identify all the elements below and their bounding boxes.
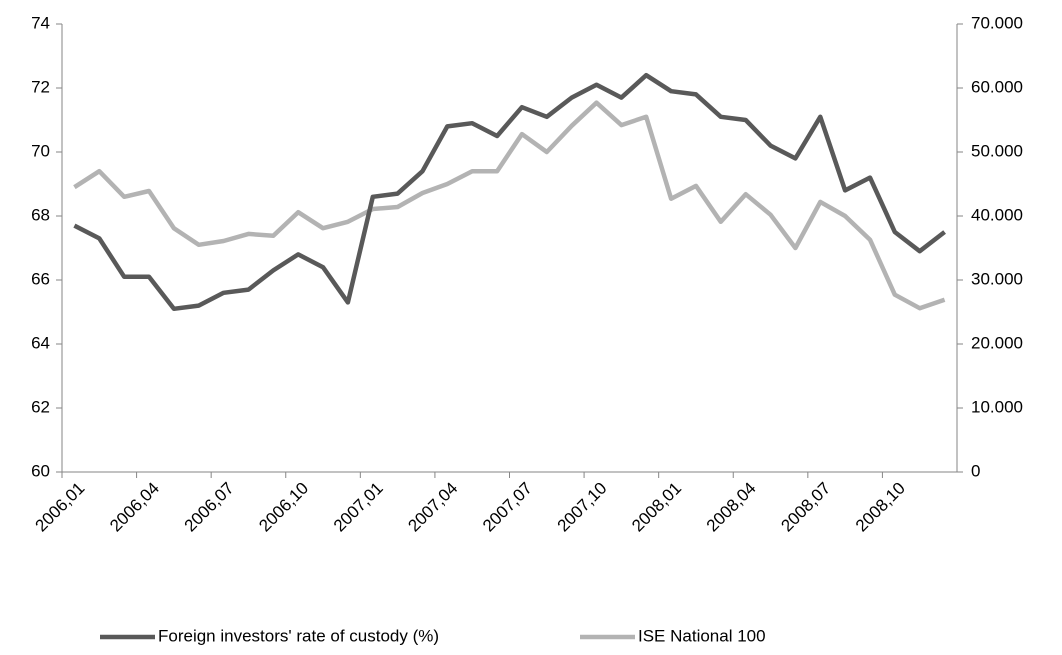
x-tick-label: 2007,01 [330, 479, 387, 536]
x-tick-label: 2006,10 [255, 479, 312, 536]
y-tick-label: 74 [31, 13, 50, 32]
y2-tick-label: 20.000 [971, 333, 1023, 352]
y-tick-label: 62 [31, 397, 50, 416]
y2-tick-label: 40.000 [971, 205, 1023, 224]
y-tick-label: 64 [31, 333, 50, 352]
x-tick-label: 2006,07 [181, 479, 238, 536]
y2-tick-label: 70.000 [971, 13, 1023, 32]
x-tick-label: 2006,01 [32, 479, 89, 536]
x-tick-label: 2008,04 [703, 479, 760, 536]
y2-tick-label: 60.000 [971, 77, 1023, 96]
y2-tick-label: 10.000 [971, 397, 1023, 416]
x-tick-label: 2007,04 [404, 479, 461, 536]
legend-label: Foreign investors' rate of custody (%) [158, 626, 439, 645]
y2-tick-label: 50.000 [971, 141, 1023, 160]
series-line [73, 72, 946, 312]
x-tick-label: 2008,07 [777, 479, 834, 536]
y-tick-label: 72 [31, 77, 50, 96]
series-line [73, 100, 946, 311]
y-tick-label: 68 [31, 205, 50, 224]
legend-label: ISE National 100 [638, 626, 766, 645]
y2-tick-label: 0 [971, 461, 980, 480]
x-tick-label: 2008,10 [852, 479, 909, 536]
x-tick-label: 2007,07 [479, 479, 536, 536]
y-tick-label: 70 [31, 141, 50, 160]
y2-tick-label: 30.000 [971, 269, 1023, 288]
x-tick-label: 2006,04 [106, 479, 163, 536]
y-tick-label: 60 [31, 461, 50, 480]
x-tick-label: 2008,01 [628, 479, 685, 536]
y-tick-label: 66 [31, 269, 50, 288]
x-tick-label: 2007,10 [554, 479, 611, 536]
